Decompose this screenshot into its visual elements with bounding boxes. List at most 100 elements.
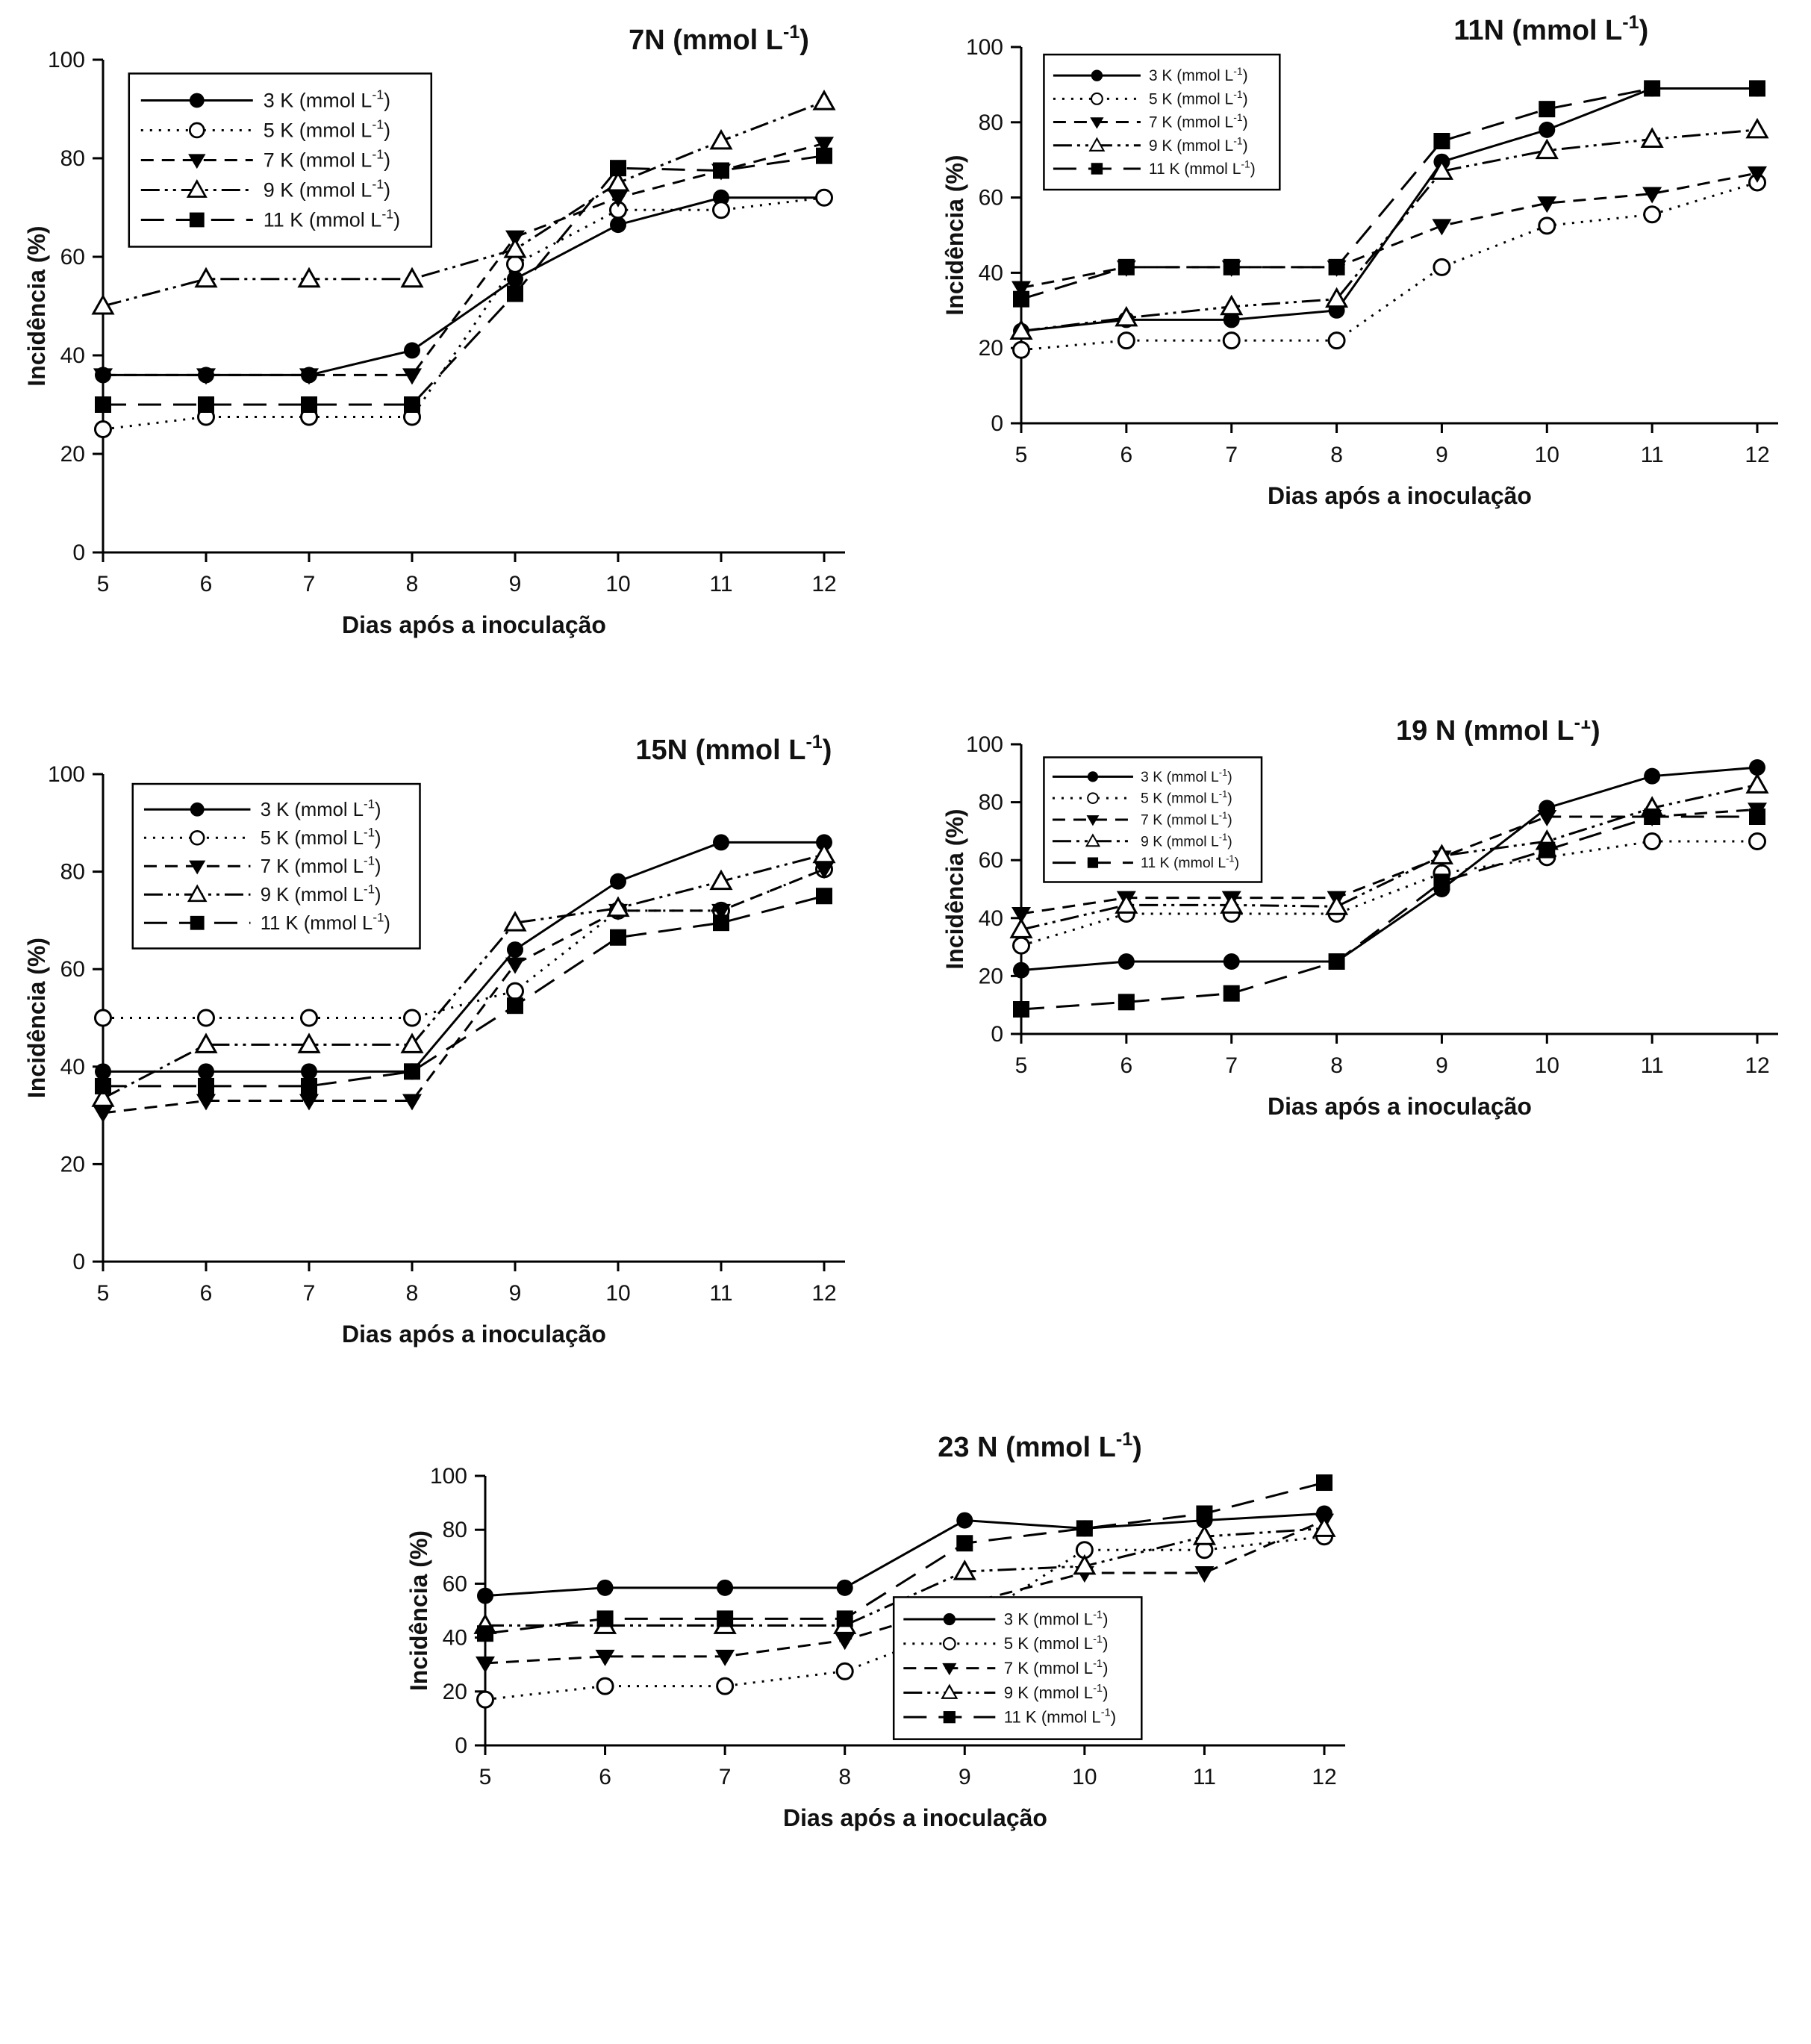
open-triangle-up-marker	[941, 1683, 959, 1699]
y-tick-label: 0	[991, 1022, 1003, 1047]
open-circle-marker	[1748, 832, 1766, 850]
y-tick-label: 40	[443, 1626, 467, 1651]
series-line-9k	[1020, 128, 1758, 333]
x-tick-label: 10	[1072, 1765, 1097, 1789]
y-tick-label: 20	[443, 1680, 467, 1704]
filled-square-marker	[1328, 258, 1345, 275]
y-tick-label: 60	[443, 1571, 467, 1596]
filled-triangle-down-marker	[814, 862, 834, 879]
filled-square-marker	[610, 929, 626, 946]
filled-triangle-down-marker	[942, 1663, 957, 1676]
y-tick-label: 80	[60, 860, 85, 885]
series-line-3k	[103, 841, 824, 1073]
filled-square-marker	[1091, 163, 1103, 175]
filled-square-marker	[1013, 290, 1029, 308]
filled-square-marker	[1087, 857, 1099, 868]
filled-square-marker	[1644, 808, 1661, 825]
filled-square-marker	[477, 1625, 493, 1642]
legend-item-9k: 9 K (mmol L-1)	[261, 882, 381, 906]
y-tick-label: 100	[966, 732, 1003, 757]
y-tick-label: 80	[979, 110, 1003, 135]
filled-square-marker	[713, 914, 729, 932]
filled-square-marker	[507, 997, 523, 1015]
filled-circle-marker	[816, 834, 832, 851]
y-tick-label: 100	[48, 48, 85, 72]
filled-circle-marker	[596, 1579, 614, 1596]
chart-title: 15N (mmol L-1)	[635, 732, 832, 766]
chart-title: 11N (mmol L-1)	[1453, 12, 1648, 46]
open-triangle-up-marker	[503, 911, 527, 932]
filled-square-marker	[1328, 953, 1345, 970]
open-circle-marker	[300, 1009, 318, 1027]
x-tick-label: 10	[1535, 443, 1559, 467]
filled-triangle-down-marker	[608, 190, 628, 208]
series-line-11k	[103, 155, 825, 406]
filled-square-marker	[404, 1063, 420, 1080]
filled-square-marker	[717, 1610, 734, 1627]
filled-triangle-down-marker	[476, 1656, 495, 1673]
filled-circle-marker	[1644, 767, 1661, 785]
legend-item-3k: 3 K (mmol L-1)	[1004, 1609, 1109, 1628]
legend-box	[131, 782, 421, 950]
legend-item-5k: 5 K (mmol L-1)	[261, 826, 381, 849]
filled-circle-marker	[1749, 759, 1765, 776]
filled-square-marker	[816, 888, 832, 905]
filled-circle-marker	[1091, 69, 1103, 81]
open-circle-marker	[712, 201, 730, 219]
open-triangle-up-marker	[606, 170, 630, 192]
series-line-9k	[102, 853, 825, 1100]
legend-item-5k: 5 K (mmol L-1)	[1141, 788, 1232, 807]
open-circle-marker	[506, 255, 524, 273]
filled-circle-marker	[507, 270, 523, 287]
series-line-5k	[1020, 840, 1757, 947]
filled-circle-marker	[189, 93, 205, 108]
filled-circle-marker	[1013, 962, 1029, 979]
open-triangle-up-marker	[812, 90, 836, 110]
legend-item-9k: 9 K (mmol L-1)	[264, 177, 390, 202]
series-line-11k	[484, 1481, 1325, 1635]
filled-circle-marker	[1118, 953, 1135, 970]
x-tick-label: 10	[605, 572, 630, 596]
filled-square-marker	[507, 285, 523, 302]
chart-svg: 0 20 40 60 80 100 5 6 7 8 9 10 11 12 Dias após a inocu…	[405, 1429, 1345, 1831]
x-tick-label: 6	[1120, 1053, 1133, 1078]
legend-item-9k: 9 K (mmol L-1)	[1141, 831, 1232, 850]
open-circle-marker	[1538, 216, 1556, 235]
open-triangle-up-marker	[1009, 319, 1033, 340]
series-line-3k	[484, 1512, 1325, 1598]
filled-square-marker	[1644, 80, 1661, 97]
filled-square-marker	[956, 1535, 973, 1552]
legend-box	[128, 72, 433, 248]
y-tick-label: 20	[60, 1152, 85, 1177]
y-tick-label: 20	[979, 336, 1003, 361]
y-tick-label: 60	[60, 245, 85, 269]
x-tick-label: 8	[1330, 443, 1343, 467]
legend-item-11k: 11 K (mmol L-1)	[261, 911, 390, 934]
filled-triangle-down-marker	[1748, 166, 1767, 183]
open-circle-marker	[1643, 832, 1662, 850]
filled-square-marker	[198, 1077, 214, 1094]
y-tick-label: 20	[60, 442, 85, 467]
legend: 3 K (mmol L-1) 5 K (mmol L-1) 7 K (mmol L-…	[131, 782, 421, 950]
open-triangle-up-marker	[400, 1032, 424, 1053]
open-triangle-up-marker	[1220, 893, 1244, 914]
filled-triangle-down-marker	[835, 1633, 855, 1651]
filled-triangle-down-marker	[1086, 815, 1100, 826]
open-circle-marker	[1222, 331, 1241, 350]
open-triangle-up-marker	[1535, 138, 1559, 160]
filled-square-marker	[1223, 985, 1240, 1002]
chart-title: 23 N (mmol L-1)	[938, 1429, 1142, 1463]
series-line-9k	[102, 100, 825, 308]
y-tick-label: 0	[72, 1250, 85, 1274]
chart-11n: 0 20 40 60 80 100 5 6 7 8 9 10 11 12 Dias após a inocu…	[933, 11, 1807, 526]
open-triangle-up-marker	[1115, 893, 1138, 914]
x-tick-label: 9	[509, 572, 522, 596]
open-circle-marker	[189, 830, 205, 846]
x-axis-label: Dias após a inoculação	[342, 1321, 606, 1347]
filled-square-marker	[301, 396, 317, 413]
open-triangle-up-marker	[1312, 1516, 1336, 1537]
x-tick-label: 8	[1330, 1053, 1343, 1078]
x-axis-label: Dias após a inoculação	[1268, 1093, 1532, 1120]
x-tick-label: 11	[709, 572, 732, 596]
